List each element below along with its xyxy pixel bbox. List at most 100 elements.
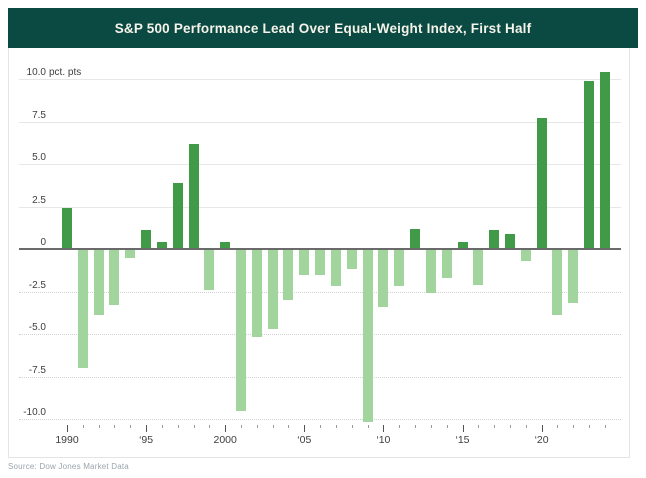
chart-bar-2007 [330,249,341,287]
x-tick-2018 [509,425,511,428]
x-tick-1994 [130,425,132,428]
x-tick-2011 [399,425,401,428]
chart-bar-2015 [457,242,468,249]
gridline--7.5 [19,376,621,378]
x-tick-2021 [557,425,559,428]
y-tick-label: 7.5 [12,109,46,122]
x-tick-label: ‘05 [297,434,312,446]
chart-bar-2024 [599,72,610,249]
x-tick-2009 [367,425,369,428]
x-tick-2003 [272,425,274,428]
y-tick-label: -7.5 [12,364,46,377]
chart-bar-1993 [109,249,120,306]
chart-bar-1990 [62,208,72,249]
gridline--10.0 [19,419,621,420]
chart-bar-2013 [425,249,436,294]
x-tick-1995 [146,425,148,432]
y-tick-label: -10.0 [12,407,46,419]
chart-bar-1997 [172,182,183,249]
x-tick-1999 [209,425,211,428]
x-tick-label: 2000 [213,434,237,446]
chart-bar-2021 [552,249,563,316]
x-tick-2005 [304,425,306,432]
chart-bar-2014 [441,249,452,278]
x-tick-1996 [161,425,163,428]
x-tick-2024 [604,425,606,428]
chart-bar-2006 [315,249,326,275]
chart-bar-1994 [125,249,136,258]
x-tick-2008 [351,425,353,428]
gridline--2.5 [19,291,621,293]
x-tick-1990 [67,425,68,432]
plot-area: pct. pts 10.0 7.5 5.0 2.5 0 -2.5 -5.0 -7.5 -10.0… [8,48,630,458]
y-tick-label: 10.0 [12,67,46,79]
chart-bar-2003 [267,249,278,329]
chart-bar-1995 [141,230,152,249]
y-tick-label: 5.0 [12,152,46,164]
x-tick-1992 [98,425,100,428]
chart-bar-1991 [77,249,88,368]
chart-header: S&P 500 Performance Lead Over Equal-Weig… [8,8,638,48]
y-tick-label: 2.5 [12,194,46,207]
x-tick-2022 [573,425,575,428]
x-tick-2023 [589,425,591,428]
gridline--5.0 [19,334,621,335]
x-tick-2014 [446,425,448,428]
x-tick-2000 [225,425,227,432]
chart-bar-2002 [251,249,262,338]
gridline-5.0 [19,164,621,165]
x-tick-2002 [256,425,258,428]
chart-bar-2010 [378,249,389,307]
x-tick-1997 [177,425,179,428]
gridline-7.5 [19,121,621,123]
x-tick-2015 [462,425,464,432]
chart-bar-2019 [520,249,531,261]
x-tick-2004 [288,425,290,428]
chart-bar-2004 [283,249,294,300]
chart-bar-1999 [204,249,215,290]
source-note: Source: Dow Jones Market Data [8,462,129,471]
x-tick-2007 [335,425,337,428]
y-axis-unit-label: pct. pts [49,67,82,78]
chart-bar-1996 [156,242,167,249]
chart-bar-2023 [584,80,595,249]
chart-bar-1998 [188,143,199,249]
x-tick-2020 [541,425,543,432]
gridline-10.0 [19,79,621,80]
x-tick-label: ‘20 [534,434,549,446]
x-tick-label: ‘10 [376,434,391,446]
chart-bar-2020 [536,118,547,249]
chart-title: S&P 500 Performance Lead Over Equal-Weig… [114,20,532,36]
chart-bar-2012 [410,228,421,249]
chart-bar-2000 [220,242,231,249]
x-tick-label: 1990 [55,434,79,446]
x-tick-1991 [82,425,84,428]
x-tick-2001 [241,425,243,428]
y-tick-label: 0 [12,237,46,249]
chart-bar-1992 [93,249,104,316]
chart-bar-2005 [299,249,310,275]
y-tick-label: -2.5 [12,279,46,292]
x-tick-2019 [525,425,527,428]
chart-bar-2011 [394,249,405,287]
chart-bar-2009 [362,249,373,423]
x-tick-2006 [320,425,322,428]
x-tick-2012 [415,425,417,428]
x-tick-2017 [494,425,496,428]
x-tick-2010 [383,425,385,432]
x-tick-label: ‘15 [455,434,470,446]
chart-bar-2018 [504,233,515,249]
x-tick-2016 [478,425,480,428]
chart-bar-2008 [346,249,357,270]
chart-bar-2001 [236,249,247,411]
y-tick-label: -5.0 [12,322,46,334]
x-tick-1993 [114,425,116,428]
x-tick-label: ‘95 [139,434,154,446]
x-axis-zero-line [19,248,621,250]
x-tick-1998 [193,425,195,428]
gridline-2.5 [19,206,621,208]
x-tick-2013 [430,425,432,428]
chart-bar-2017 [489,230,500,249]
chart-bar-2016 [473,249,484,285]
